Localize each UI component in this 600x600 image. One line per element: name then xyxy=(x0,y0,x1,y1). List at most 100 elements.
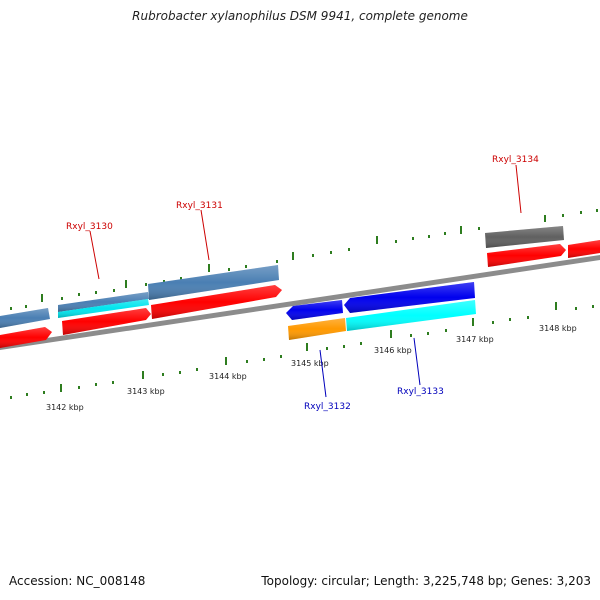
cds-shade xyxy=(346,300,476,331)
leader-line xyxy=(515,164,522,214)
tick-mark xyxy=(61,297,63,300)
tick-mark xyxy=(246,360,248,363)
leader-line xyxy=(89,230,100,280)
tick-mark xyxy=(95,383,97,386)
tick-mark xyxy=(43,391,45,394)
tick-mark xyxy=(427,332,429,335)
tick-mark xyxy=(112,381,114,384)
axis-label: 3142 kbp xyxy=(46,403,84,412)
gene-shade xyxy=(0,308,50,328)
tick-mark xyxy=(125,280,127,288)
tick-mark xyxy=(60,384,62,392)
axis-label: 3145 kbp xyxy=(291,359,329,368)
tick-mark xyxy=(196,368,198,371)
tick-mark xyxy=(326,347,328,350)
tick-mark xyxy=(596,209,598,212)
tick-mark xyxy=(395,240,397,243)
tick-mark xyxy=(78,293,80,296)
tick-mark xyxy=(41,294,43,302)
tick-mark xyxy=(390,330,392,338)
tick-mark xyxy=(292,252,294,260)
tick-mark xyxy=(162,373,164,376)
tick-mark xyxy=(492,321,494,324)
axis-label: 3147 kbp xyxy=(456,335,494,344)
cds-shade xyxy=(568,240,600,258)
tick-mark xyxy=(228,268,230,271)
tick-mark xyxy=(280,355,282,358)
genome-summary-text: Topology: circular; Length: 3,225,748 bp… xyxy=(261,574,591,588)
tick-mark xyxy=(580,211,582,214)
axis-label: 3148 kbp xyxy=(539,324,577,333)
tick-mark xyxy=(306,343,308,351)
lower-tick-marks xyxy=(10,302,594,399)
gene-label-rxyl-3130[interactable]: Rxyl_3130 xyxy=(66,222,113,232)
tick-mark xyxy=(208,264,210,272)
map-title: Rubrobacter xylanophilus DSM 9941, compl… xyxy=(132,9,468,23)
gene-label-rxyl-3131[interactable]: Rxyl_3131 xyxy=(176,201,223,211)
tick-mark xyxy=(445,329,447,332)
tick-mark xyxy=(330,251,332,254)
gene-label-rxyl-3133[interactable]: Rxyl_3133 xyxy=(397,387,444,397)
tick-mark xyxy=(179,371,181,374)
cds-shade xyxy=(288,318,346,340)
tick-mark xyxy=(10,307,12,310)
gene-shade xyxy=(58,292,149,312)
tick-mark xyxy=(245,265,247,268)
tick-mark xyxy=(312,254,314,257)
cds-shade xyxy=(62,308,151,335)
tick-mark xyxy=(376,236,378,244)
tick-mark xyxy=(78,386,80,389)
cds-shade xyxy=(487,244,566,267)
forward-features xyxy=(0,226,600,348)
gene-shade xyxy=(485,226,564,248)
genome-backbone xyxy=(0,255,600,350)
tick-mark xyxy=(10,396,12,399)
gene-shade xyxy=(344,282,475,313)
tick-mark xyxy=(142,371,144,379)
leader-line xyxy=(413,337,421,386)
tick-mark xyxy=(472,318,474,326)
tick-mark xyxy=(478,227,480,230)
cds-shade xyxy=(151,285,282,319)
tick-mark xyxy=(412,237,414,240)
tick-mark xyxy=(444,232,446,235)
tick-mark xyxy=(348,248,350,251)
tick-mark xyxy=(544,215,546,222)
leader-line xyxy=(200,209,210,261)
tick-mark xyxy=(428,235,430,238)
tick-mark xyxy=(509,318,511,321)
upper-tick-marks xyxy=(10,209,598,310)
tick-mark xyxy=(145,283,147,286)
gene-shade xyxy=(286,300,343,320)
tick-mark xyxy=(527,316,529,319)
tick-mark xyxy=(592,305,594,308)
axis-label: 3143 kbp xyxy=(127,387,165,396)
tick-mark xyxy=(562,214,564,217)
misc-shade xyxy=(58,299,149,318)
tick-mark xyxy=(410,334,412,337)
cds-shade xyxy=(0,327,52,348)
tick-mark xyxy=(25,305,27,308)
tick-mark xyxy=(113,289,115,292)
tick-mark xyxy=(263,358,265,361)
reverse-features xyxy=(286,282,476,340)
tick-mark xyxy=(575,307,577,310)
tick-mark xyxy=(276,260,278,263)
tick-mark xyxy=(555,302,557,310)
gene-label-rxyl-3132[interactable]: Rxyl_3132 xyxy=(304,402,351,412)
tick-mark xyxy=(225,357,227,365)
accession-text: Accession: NC_008148 xyxy=(9,574,146,588)
tick-mark xyxy=(343,345,345,348)
leader-line xyxy=(319,349,327,398)
axis-label: 3146 kbp xyxy=(374,346,412,355)
gene-label-rxyl-3134[interactable]: Rxyl_3134 xyxy=(492,155,539,165)
tick-mark xyxy=(95,291,97,294)
gene-labels: Rxyl_3130 Rxyl_3131 Rxyl_3134 Rxyl_3132 … xyxy=(66,155,539,412)
tick-mark xyxy=(460,226,462,234)
gene-shade xyxy=(148,265,279,300)
tick-mark xyxy=(26,393,28,396)
axis-label: 3144 kbp xyxy=(209,372,247,381)
tick-mark xyxy=(360,342,362,345)
